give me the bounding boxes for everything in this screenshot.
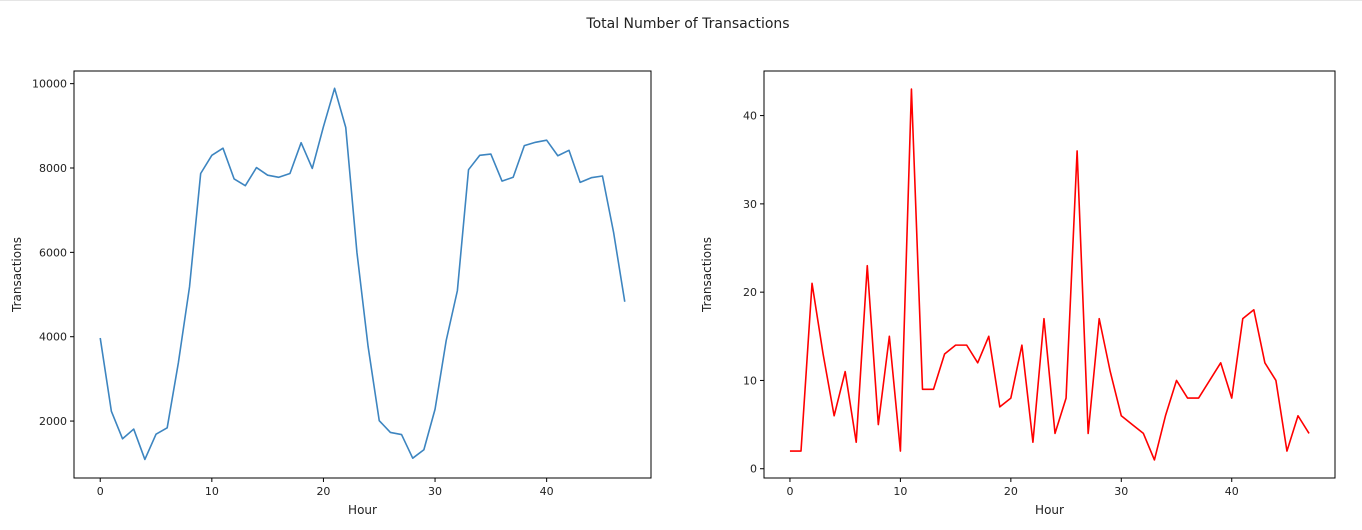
top-divider xyxy=(0,0,1362,1)
series-line xyxy=(789,88,1310,461)
x-tick-label: 10 xyxy=(893,485,907,498)
plot-frame xyxy=(763,70,1336,479)
y-tick-label: 2000 xyxy=(39,415,67,428)
y-tick-label: 20 xyxy=(743,286,757,299)
x-tick-label: 40 xyxy=(540,485,554,498)
x-tick-label: 40 xyxy=(1225,485,1239,498)
y-tick-label: 4000 xyxy=(39,331,67,344)
y-tick-label: 8000 xyxy=(39,162,67,175)
x-tick-label: 0 xyxy=(97,485,104,498)
y-tick-label: 10 xyxy=(743,374,757,387)
x-tick-label: 20 xyxy=(1004,485,1018,498)
right-chart: 0 10 20 30 40 0 10 20 30 40 Hour Transactions xyxy=(700,70,1336,517)
x-axis-label: Hour xyxy=(1035,503,1064,517)
x-tick-label: 30 xyxy=(428,485,442,498)
x-axis-label: Hour xyxy=(348,503,377,517)
x-tick-label: 10 xyxy=(205,485,219,498)
left-chart: 0 10 20 30 40 2000 4000 6000 8000 10000 Hour Transa… xyxy=(10,70,652,517)
y-axis-label: Transactions xyxy=(700,237,714,313)
series-line xyxy=(99,87,626,461)
y-tick-label: 0 xyxy=(750,463,757,476)
y-axis-label: Transactions xyxy=(10,237,24,313)
y-tick-label: 30 xyxy=(743,198,757,211)
y-tick-label: 40 xyxy=(743,110,757,123)
y-tick-label: 10000 xyxy=(32,78,67,91)
x-tick-label: 0 xyxy=(786,485,793,498)
plot-frame xyxy=(73,70,652,479)
figure-suptitle: Total Number of Transactions xyxy=(585,16,789,32)
y-tick-label: 6000 xyxy=(39,246,67,259)
x-tick-label: 30 xyxy=(1114,485,1128,498)
x-tick-label: 20 xyxy=(316,485,330,498)
